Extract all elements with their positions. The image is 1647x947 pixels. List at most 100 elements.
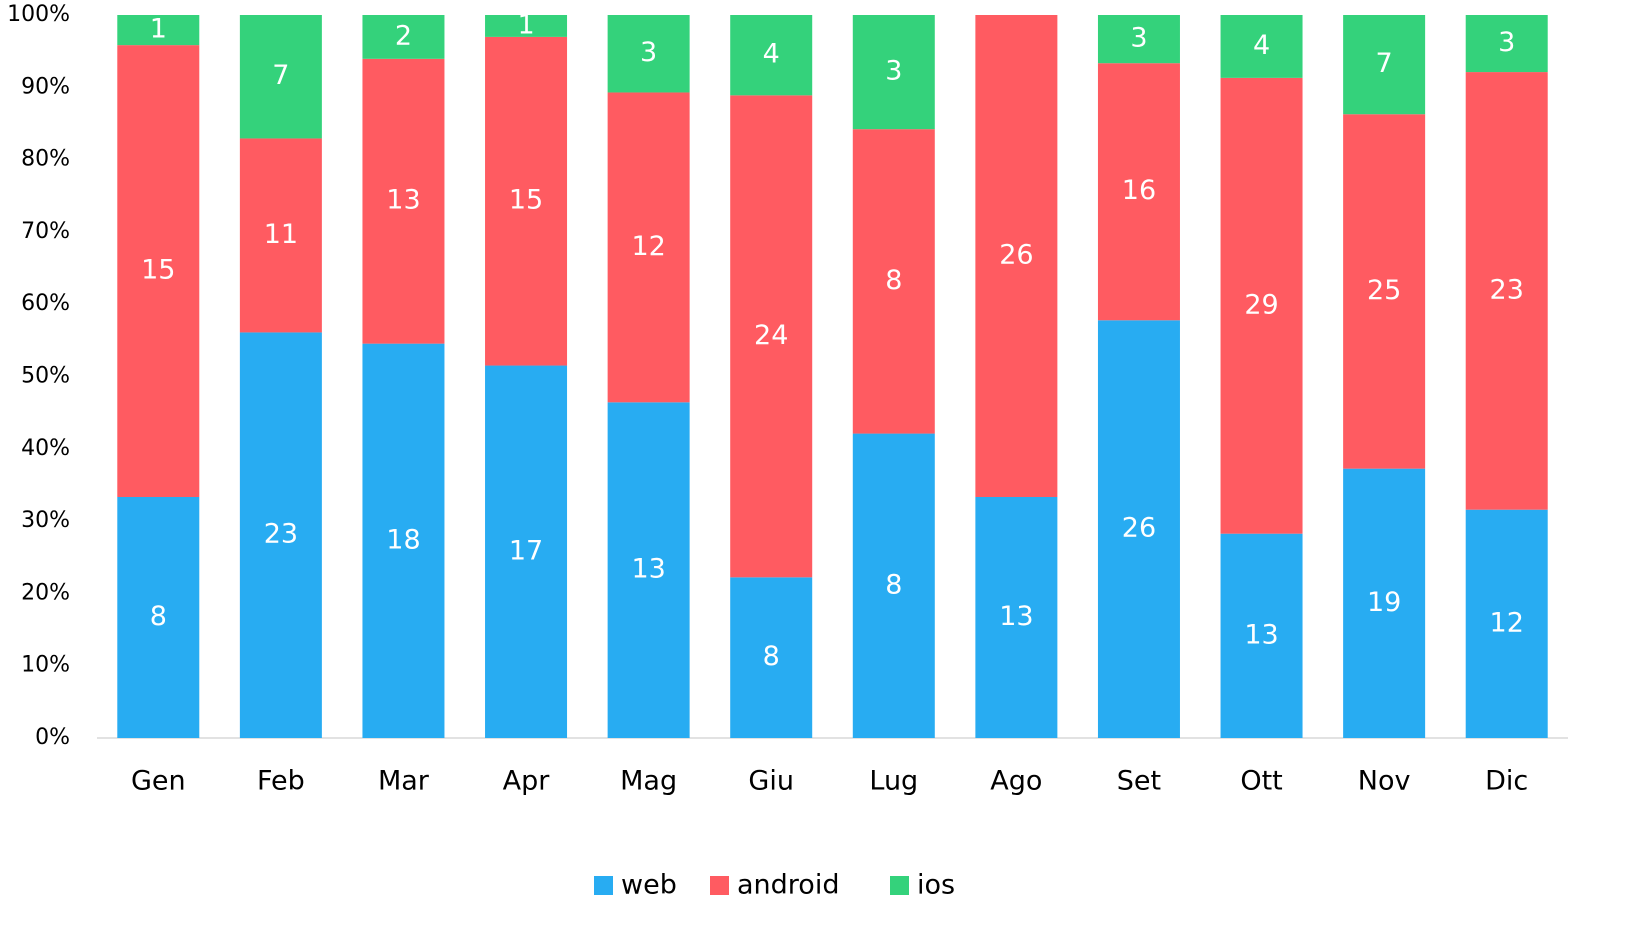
bar-segment bbox=[1343, 15, 1426, 115]
bar-segment bbox=[607, 15, 690, 93]
bar-segment bbox=[1097, 320, 1180, 738]
y-tick-label: 0% bbox=[35, 725, 70, 750]
data-label: 4 bbox=[763, 39, 780, 70]
data-label: 8 bbox=[763, 641, 780, 672]
y-tick-label: 90% bbox=[21, 74, 70, 99]
data-label: 26 bbox=[1122, 513, 1156, 544]
data-label: 24 bbox=[754, 320, 788, 351]
data-label: 2 bbox=[395, 20, 412, 51]
bar-segment bbox=[975, 15, 1058, 497]
legend-label: web bbox=[621, 870, 677, 901]
bar-segment bbox=[975, 497, 1058, 738]
y-tick-label: 10% bbox=[21, 653, 70, 678]
bar-segment bbox=[485, 15, 568, 37]
y-tick-label: 70% bbox=[21, 219, 70, 244]
legend-label: ios bbox=[917, 870, 955, 901]
legend-swatch bbox=[710, 876, 729, 895]
data-label: 7 bbox=[1376, 48, 1393, 79]
y-tick-label: 40% bbox=[21, 436, 70, 461]
data-label: 26 bbox=[999, 240, 1033, 271]
legend-swatch bbox=[594, 876, 613, 895]
data-label: 19 bbox=[1367, 587, 1401, 618]
y-tick-label: 30% bbox=[21, 508, 70, 533]
data-label: 11 bbox=[264, 219, 298, 250]
bar-segment bbox=[607, 92, 690, 403]
data-label: 8 bbox=[885, 569, 902, 600]
data-label: 3 bbox=[1130, 23, 1147, 54]
bar-segment bbox=[1465, 72, 1548, 510]
bar-segment bbox=[1465, 15, 1548, 73]
data-label: 3 bbox=[885, 56, 902, 87]
bar-segment bbox=[730, 15, 813, 96]
data-label: 17 bbox=[509, 535, 543, 566]
data-label: 13 bbox=[1244, 619, 1278, 650]
x-tick-label: Apr bbox=[503, 766, 551, 797]
bar-segment bbox=[117, 497, 200, 738]
y-tick-label: 20% bbox=[21, 580, 70, 605]
legend-swatch bbox=[890, 876, 909, 895]
data-label: 15 bbox=[509, 185, 543, 216]
bar-segment bbox=[1097, 63, 1180, 321]
x-tick-label: Ago bbox=[990, 766, 1042, 797]
data-label: 13 bbox=[999, 601, 1033, 632]
bar-segment bbox=[1097, 15, 1180, 64]
y-tick-label: 50% bbox=[21, 364, 70, 389]
x-tick-label: Gen bbox=[131, 766, 186, 797]
bar-segment bbox=[362, 343, 445, 738]
legend-label: android bbox=[737, 870, 839, 901]
bar-segment bbox=[485, 36, 568, 366]
bar-segment bbox=[239, 332, 322, 738]
y-tick-label: 60% bbox=[21, 291, 70, 316]
data-label: 1 bbox=[517, 9, 534, 40]
bar-segment bbox=[239, 15, 322, 139]
bar-segment bbox=[117, 15, 200, 46]
data-label: 23 bbox=[1490, 274, 1524, 305]
bar-segment bbox=[1343, 468, 1426, 738]
data-label: 15 bbox=[141, 255, 175, 286]
x-tick-label: Lug bbox=[869, 766, 918, 797]
bar-segment bbox=[852, 129, 935, 434]
bar-segment bbox=[607, 402, 690, 738]
y-tick-label: 100% bbox=[7, 2, 70, 27]
data-label: 8 bbox=[150, 601, 167, 632]
data-label: 13 bbox=[386, 185, 420, 216]
data-label: 29 bbox=[1244, 289, 1278, 320]
bar-segment bbox=[485, 365, 568, 738]
data-label: 13 bbox=[631, 554, 665, 585]
data-label: 23 bbox=[264, 519, 298, 550]
x-tick-label: Giu bbox=[748, 766, 794, 797]
data-label: 16 bbox=[1122, 175, 1156, 206]
data-label: 12 bbox=[631, 231, 665, 262]
bar-segment bbox=[1465, 509, 1548, 738]
bar-segment bbox=[730, 577, 813, 738]
bar-segment bbox=[1343, 114, 1426, 469]
x-tick-label: Nov bbox=[1358, 766, 1411, 797]
data-label: 8 bbox=[885, 265, 902, 296]
bar-segment bbox=[1220, 533, 1303, 738]
bar-segment bbox=[362, 58, 445, 344]
bar-segment bbox=[852, 15, 935, 130]
bar-segment bbox=[362, 15, 445, 59]
x-tick-label: Mar bbox=[378, 766, 430, 797]
data-label: 12 bbox=[1490, 607, 1524, 638]
x-tick-label: Mag bbox=[620, 766, 677, 797]
bar-segment bbox=[852, 433, 935, 738]
x-tick-label: Ott bbox=[1240, 766, 1282, 797]
bar-segment bbox=[1220, 77, 1303, 534]
data-label: 25 bbox=[1367, 275, 1401, 306]
data-label: 1 bbox=[150, 14, 167, 45]
bar-segment bbox=[117, 45, 200, 497]
bar-segment bbox=[730, 95, 813, 578]
bar-segment bbox=[239, 138, 322, 333]
x-tick-label: Dic bbox=[1485, 766, 1528, 797]
x-tick-label: Set bbox=[1117, 766, 1161, 797]
data-label: 18 bbox=[386, 524, 420, 555]
data-label: 7 bbox=[272, 60, 289, 91]
y-tick-label: 80% bbox=[21, 147, 70, 172]
data-label: 3 bbox=[1498, 27, 1515, 58]
bar-segment bbox=[1220, 15, 1303, 78]
data-label: 4 bbox=[1253, 30, 1270, 61]
x-tick-label: Feb bbox=[257, 766, 305, 797]
data-label: 3 bbox=[640, 37, 657, 68]
